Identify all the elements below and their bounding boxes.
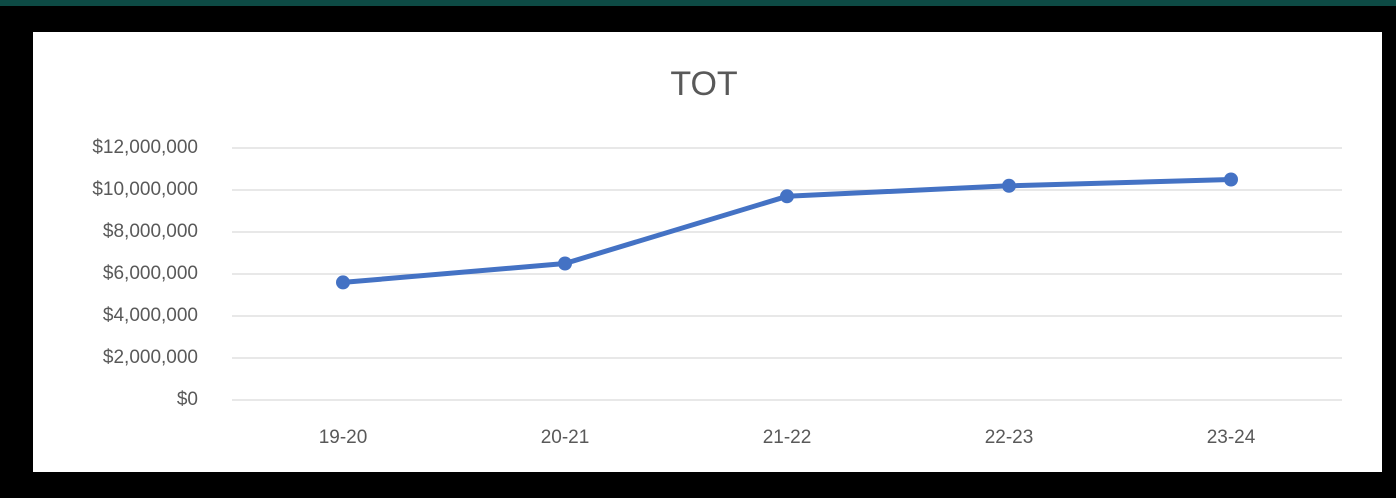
data-point bbox=[780, 189, 794, 204]
y-tick-label: $0 bbox=[177, 389, 198, 410]
backdrop-strip bbox=[0, 0, 1396, 6]
data-point bbox=[1002, 178, 1016, 193]
y-tick-label: $4,000,000 bbox=[103, 305, 198, 326]
x-tick-label: 20-21 bbox=[541, 427, 590, 448]
data-point bbox=[336, 275, 350, 290]
chart-title: TOT bbox=[670, 65, 737, 103]
y-tick-label: $10,000,000 bbox=[92, 179, 198, 200]
x-tick-label: 21-22 bbox=[763, 427, 812, 448]
x-tick-label: 22-23 bbox=[985, 427, 1034, 448]
y-tick-label: $2,000,000 bbox=[103, 347, 198, 368]
x-tick-label: 19-20 bbox=[319, 427, 368, 448]
data-point bbox=[1224, 172, 1238, 187]
y-tick-label: $6,000,000 bbox=[103, 263, 198, 284]
x-tick-label: 23-24 bbox=[1207, 427, 1256, 448]
y-tick-label: $12,000,000 bbox=[92, 137, 198, 158]
chart-area bbox=[33, 32, 1382, 472]
data-point bbox=[558, 256, 572, 271]
y-tick-label: $8,000,000 bbox=[103, 221, 198, 242]
